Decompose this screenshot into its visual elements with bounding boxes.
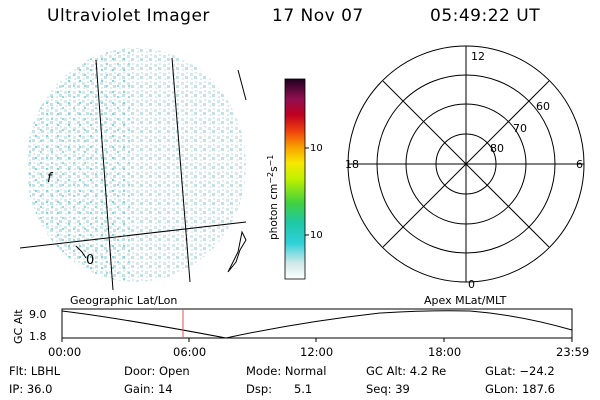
seq-info: Seq: 39 xyxy=(366,382,410,396)
y-tick-9: 9.0 xyxy=(29,308,47,321)
time-label: 05:49:22 UT xyxy=(430,6,541,26)
uv-image-panel: f 0 xyxy=(19,48,247,290)
filter-info: Flt: LBHL xyxy=(9,364,61,378)
mlt-label-18: 18 xyxy=(345,158,359,171)
colorbar-tick-100: 100 xyxy=(310,143,322,154)
dsp-info: Dsp: 5.1 xyxy=(246,382,313,396)
instrument-title: Ultraviolet Imager xyxy=(47,6,210,26)
gain-info: Gain: 14 xyxy=(124,382,173,396)
mlat-label-80: 80 xyxy=(490,142,504,155)
colorbar-tick-10: 10 xyxy=(310,230,322,241)
polar-mlt-plot: 12 0 18 6 60 70 80 xyxy=(345,45,585,290)
glon-info: GLon: 187.6 xyxy=(485,382,555,396)
coastline xyxy=(227,230,247,273)
image-mark-f: f xyxy=(47,171,54,186)
timeline-axis-title: GC Alt xyxy=(12,309,25,344)
image-mark-0: 0 xyxy=(86,253,94,268)
colorbar-unit-label: photon cm−2s−1 xyxy=(266,155,280,240)
mode-info: Mode: Normal xyxy=(246,364,327,378)
glat-info: GLat: −24.2 xyxy=(485,364,555,378)
lon-line xyxy=(171,57,191,283)
door-info: Door: Open xyxy=(124,364,190,378)
svg-text:photon cm−2s−1: photon cm−2s−1 xyxy=(266,155,280,240)
lat-line xyxy=(19,221,247,249)
mlat-label-70: 70 xyxy=(513,122,527,135)
mlt-label-12: 12 xyxy=(471,50,485,63)
mlt-label-0: 0 xyxy=(468,278,475,290)
coastline xyxy=(75,245,87,259)
mlt-label-6: 6 xyxy=(576,158,583,171)
gc-alt-info: GC Alt: 4.2 Re xyxy=(366,364,447,378)
x-tick-1200: 12:00 xyxy=(300,345,333,359)
x-tick-2359: 23:59 xyxy=(556,345,589,359)
x-tick-1800: 18:00 xyxy=(428,345,461,359)
x-tick-0000: 00:00 xyxy=(48,345,81,359)
colorbar: 100 10 photon cm−2s−1 xyxy=(266,78,322,280)
lon-line xyxy=(237,69,247,101)
altitude-curve xyxy=(61,310,573,339)
y-tick-1-8: 1.8 xyxy=(29,330,47,343)
date-label: 17 Nov 07 xyxy=(272,6,364,26)
lon-line xyxy=(95,59,114,290)
apex-label: Apex MLat/MLT xyxy=(424,294,507,307)
ip-info: IP: 36.0 xyxy=(9,382,53,396)
mlat-label-60: 60 xyxy=(536,100,550,113)
x-tick-0600: 06:00 xyxy=(173,345,206,359)
geographic-label: Geographic Lat/Lon xyxy=(70,294,178,307)
altitude-timeline: GC Alt 9.0 1.8 00:00 06:00 12:00 18:00 2… xyxy=(12,308,589,359)
